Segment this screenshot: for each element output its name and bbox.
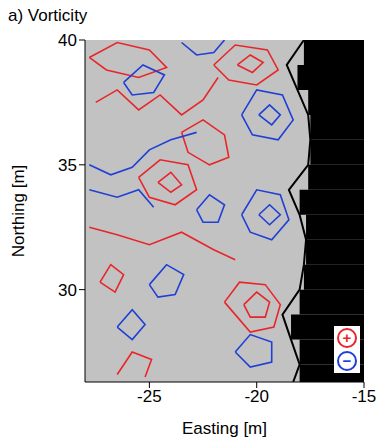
html-text:a) Vorticity: a) Vorticity xyxy=(8,6,88,25)
svg-text:Northing [m]: Northing [m] xyxy=(9,165,28,258)
svg-text:-15: -15 xyxy=(352,387,377,406)
svg-text:-20: -20 xyxy=(244,387,269,406)
svg-text:Easting [m]: Easting [m] xyxy=(182,419,267,438)
svg-text:-25: -25 xyxy=(137,387,162,406)
svg-text:35: 35 xyxy=(58,156,77,175)
svg-text:30: 30 xyxy=(58,281,77,300)
svg-text:40: 40 xyxy=(58,31,77,50)
